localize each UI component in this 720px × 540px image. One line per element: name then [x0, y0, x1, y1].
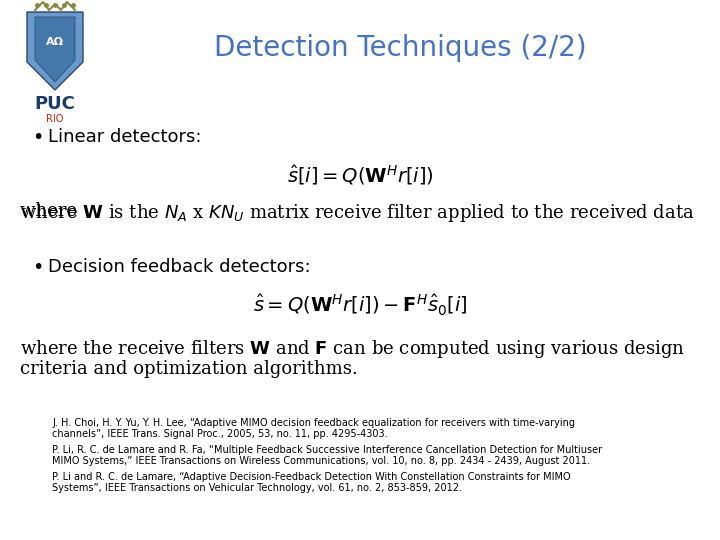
Polygon shape [27, 12, 83, 90]
Text: •: • [32, 128, 43, 147]
Text: criteria and optimization algorithms.: criteria and optimization algorithms. [20, 360, 358, 378]
Text: where: where [20, 202, 83, 220]
Text: where the receive filters $\mathbf{W}$ and $\mathbf{F}$ can be computed using va: where the receive filters $\mathbf{W}$ a… [20, 338, 685, 360]
Text: $\hat{s} = Q(\mathbf{W}^H r[i]) - \mathbf{F}^H \hat{s}_0[i]$: $\hat{s} = Q(\mathbf{W}^H r[i]) - \mathb… [253, 293, 467, 318]
Text: Detection Techniques (2/2): Detection Techniques (2/2) [214, 34, 586, 62]
Text: ΑΩ: ΑΩ [46, 37, 64, 47]
Text: MIMO Systems,” IEEE Transactions on Wireless Communications, vol. 10, no. 8, pp.: MIMO Systems,” IEEE Transactions on Wire… [52, 456, 590, 466]
Text: where $\mathbf{W}$ is the $N_A$ x $KN_U$ matrix receive filter applied to the re: where $\mathbf{W}$ is the $N_A$ x $KN_U$… [20, 202, 695, 224]
Text: $\hat{s}[i] = Q(\mathbf{W}^H r[i])$: $\hat{s}[i] = Q(\mathbf{W}^H r[i])$ [287, 163, 433, 187]
Text: RIO: RIO [46, 114, 63, 124]
Polygon shape [35, 17, 75, 82]
Text: channels”, IEEE Trans. Signal Proc., 2005, 53, no. 11, pp. 4295-4303.: channels”, IEEE Trans. Signal Proc., 200… [52, 429, 387, 439]
Text: Systems”, IEEE Transactions on Vehicular Technology, vol. 61, no. 2, 853-859, 20: Systems”, IEEE Transactions on Vehicular… [52, 483, 462, 493]
Text: PUC: PUC [35, 95, 76, 113]
Text: P. Li and R. C. de Lamare, “Adaptive Decision-Feedback Detection With Constellat: P. Li and R. C. de Lamare, “Adaptive Dec… [52, 472, 571, 482]
Text: •: • [32, 258, 43, 277]
Text: P. Li, R. C. de Lamare and R. Fa, “Multiple Feedback Successive Interference Can: P. Li, R. C. de Lamare and R. Fa, “Multi… [52, 445, 602, 455]
Text: J. H. Choi, H. Y. Yu, Y. H. Lee, “Adaptive MIMO decision feedback equalization f: J. H. Choi, H. Y. Yu, Y. H. Lee, “Adapti… [52, 418, 575, 428]
Text: Decision feedback detectors:: Decision feedback detectors: [48, 258, 310, 276]
Text: Linear detectors:: Linear detectors: [48, 128, 202, 146]
